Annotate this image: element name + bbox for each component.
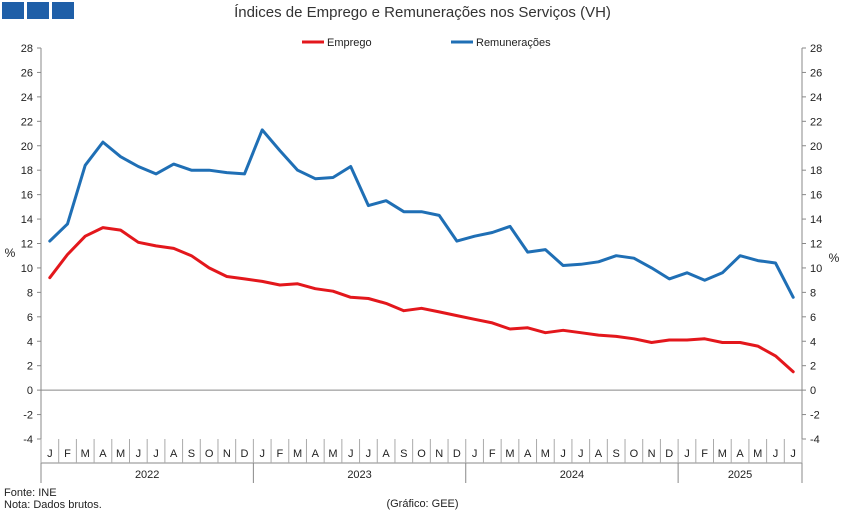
month-tick-label: S bbox=[613, 448, 620, 460]
month-tick-label: J bbox=[47, 448, 53, 460]
y-tick-label-right: 24 bbox=[810, 92, 822, 104]
chart-title: Índices de Emprego e Remunerações nos Se… bbox=[234, 4, 611, 21]
year-tick-label: 2024 bbox=[560, 469, 584, 481]
month-tick-label: M bbox=[81, 448, 90, 460]
month-tick-label: J bbox=[773, 448, 779, 460]
month-tick-label: J bbox=[136, 448, 142, 460]
legend-entry: Emprego bbox=[327, 37, 372, 49]
y-tick-label-left: 12 bbox=[21, 239, 33, 251]
month-tick-label: J bbox=[153, 448, 159, 460]
month-tick-label: M bbox=[753, 448, 762, 460]
month-tick-label: J bbox=[560, 448, 566, 460]
y-tick-label-left: 16 bbox=[21, 190, 33, 202]
year-tick-label: 2023 bbox=[347, 469, 371, 481]
y-tick-label-right: 0 bbox=[810, 385, 816, 397]
logo-square bbox=[27, 2, 49, 19]
year-tick-label: 2022 bbox=[135, 469, 159, 481]
y-tick-label-right: 8 bbox=[810, 287, 816, 299]
month-tick-label: M bbox=[541, 448, 550, 460]
y-tick-label-left: 10 bbox=[21, 263, 33, 275]
y-tick-label-left: 14 bbox=[21, 214, 33, 226]
month-tick-label: J bbox=[684, 448, 690, 460]
y-tick-label-right: 12 bbox=[810, 239, 822, 251]
month-tick-label: A bbox=[382, 448, 390, 460]
y-tick-label-right: 18 bbox=[810, 165, 822, 177]
month-tick-label: F bbox=[489, 448, 496, 460]
y-tick-label-right: 10 bbox=[810, 263, 822, 275]
month-tick-label: M bbox=[328, 448, 337, 460]
y-tick-label-right: -2 bbox=[810, 410, 820, 422]
y-tick-label-right: 14 bbox=[810, 214, 822, 226]
month-tick-label: S bbox=[188, 448, 195, 460]
y-tick-label-left: 8 bbox=[27, 287, 33, 299]
y-tick-label-right: 6 bbox=[810, 312, 816, 324]
month-tick-label: A bbox=[524, 448, 532, 460]
y-tick-label-left: 6 bbox=[27, 312, 33, 324]
logo-square bbox=[2, 2, 24, 19]
y-tick-label-right: 4 bbox=[810, 336, 816, 348]
y-axis-label-right: % bbox=[829, 251, 840, 265]
month-tick-label: J bbox=[348, 448, 354, 460]
month-tick-label: A bbox=[170, 448, 178, 460]
y-tick-label-left: 26 bbox=[21, 67, 33, 79]
month-tick-label: M bbox=[505, 448, 514, 460]
month-tick-label: J bbox=[472, 448, 478, 460]
chart-credit: (Gráfico: GEE) bbox=[386, 498, 459, 510]
month-tick-label: O bbox=[630, 448, 639, 460]
y-tick-label-right: 28 bbox=[810, 43, 822, 55]
month-tick-label: O bbox=[205, 448, 214, 460]
month-tick-label: D bbox=[453, 448, 461, 460]
y-tick-label-right: 16 bbox=[810, 190, 822, 202]
logo bbox=[2, 2, 74, 19]
month-tick-label: D bbox=[665, 448, 673, 460]
y-tick-label-left: 20 bbox=[21, 141, 33, 153]
month-tick-label: N bbox=[648, 448, 656, 460]
y-tick-label-right: 20 bbox=[810, 141, 822, 153]
y-tick-label-left: 2 bbox=[27, 361, 33, 373]
month-tick-label: F bbox=[701, 448, 708, 460]
month-tick-label: A bbox=[736, 448, 744, 460]
y-tick-label-left: 22 bbox=[21, 116, 33, 128]
month-tick-label: F bbox=[64, 448, 71, 460]
y-tick-label-left: 28 bbox=[21, 43, 33, 55]
month-tick-label: M bbox=[293, 448, 302, 460]
y-tick-label-left: 0 bbox=[27, 385, 33, 397]
y-tick-label-right: 26 bbox=[810, 67, 822, 79]
logo-square bbox=[52, 2, 74, 19]
series-line-emprego bbox=[48, 226, 795, 374]
y-tick-label-left: -2 bbox=[23, 410, 33, 422]
month-tick-label: D bbox=[241, 448, 249, 460]
month-tick-label: A bbox=[99, 448, 107, 460]
month-tick-label: J bbox=[578, 448, 584, 460]
month-tick-label: A bbox=[595, 448, 603, 460]
series-line-remuneracoes bbox=[48, 128, 795, 299]
month-tick-label: A bbox=[312, 448, 320, 460]
month-tick-label: S bbox=[400, 448, 407, 460]
data-note: Nota: Dados brutos. bbox=[4, 499, 102, 511]
y-tick-label-left: -4 bbox=[23, 434, 33, 446]
month-tick-label: F bbox=[277, 448, 284, 460]
y-tick-label-left: 24 bbox=[21, 92, 33, 104]
legend-entry: Remunerações bbox=[476, 37, 551, 49]
y-tick-label-left: 18 bbox=[21, 165, 33, 177]
month-tick-label: O bbox=[417, 448, 426, 460]
y-axis-label-left: % bbox=[5, 246, 16, 260]
month-tick-label: M bbox=[116, 448, 125, 460]
month-tick-label: N bbox=[223, 448, 231, 460]
y-tick-label-right: 2 bbox=[810, 361, 816, 373]
y-tick-label-left: 4 bbox=[27, 336, 33, 348]
year-tick-label: 2025 bbox=[728, 469, 752, 481]
month-tick-label: M bbox=[718, 448, 727, 460]
month-tick-label: J bbox=[790, 448, 796, 460]
month-tick-label: J bbox=[366, 448, 372, 460]
month-tick-label: J bbox=[259, 448, 265, 460]
y-tick-label-right: -4 bbox=[810, 434, 820, 446]
source-note: Fonte: INE bbox=[4, 487, 57, 499]
month-tick-label: N bbox=[435, 448, 443, 460]
y-tick-label-right: 22 bbox=[810, 116, 822, 128]
